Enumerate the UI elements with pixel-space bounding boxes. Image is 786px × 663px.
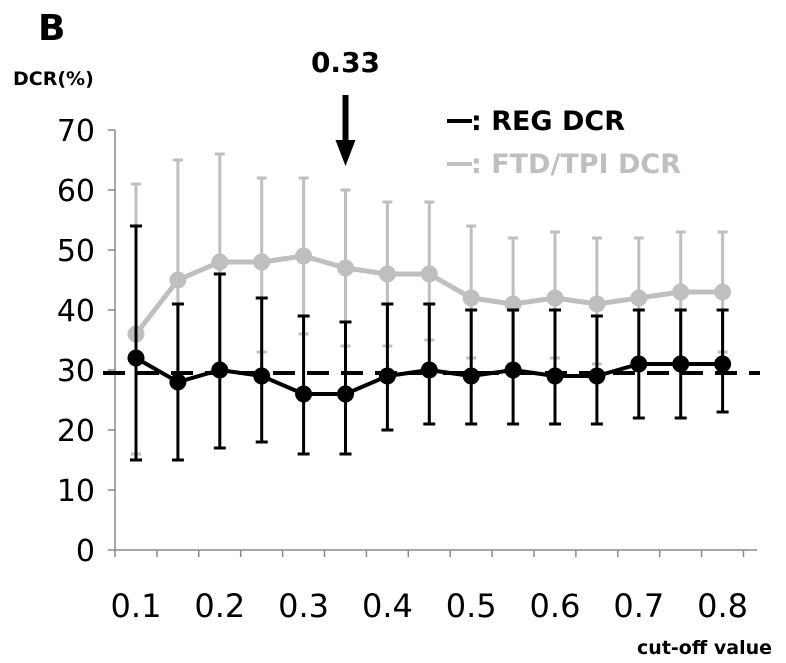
- reg-dcr-point: [127, 349, 145, 367]
- y-tick-label: 30: [57, 354, 95, 389]
- reg-dcr-point: [504, 361, 522, 379]
- ftd-dcr-point: [546, 289, 564, 307]
- y-tick-label: 40: [57, 294, 95, 329]
- reg-dcr-point: [672, 355, 690, 373]
- ftd-dcr-point: [337, 259, 354, 277]
- reg-dcr-point: [169, 373, 187, 391]
- annotation-arrow-head: [335, 140, 356, 166]
- ftd-dcr-point: [295, 247, 313, 265]
- y-tick-label: 10: [57, 474, 95, 509]
- reg-dcr-point: [211, 361, 229, 379]
- reg-dcr-point: [295, 385, 313, 403]
- x-axis-label: cut-off value: [637, 637, 772, 659]
- annotation-label: 0.33: [311, 46, 380, 79]
- y-tick-label: 0: [76, 534, 95, 569]
- legend-reg-dcr-label: : REG DCR: [471, 106, 625, 137]
- x-tick-label: 0.8: [697, 587, 748, 625]
- x-tick-label: 0.7: [613, 587, 664, 625]
- legend-ftd-dcr-label: : FTD/TPI DCR: [471, 149, 681, 180]
- ftd-dcr-point: [378, 265, 396, 283]
- x-tick-label: 0.6: [530, 587, 581, 625]
- x-tick-label: 0.5: [446, 587, 497, 625]
- reg-dcr-point: [420, 361, 438, 379]
- reg-dcr-point: [588, 367, 606, 385]
- x-tick-label: 0.4: [362, 587, 413, 625]
- y-tick-label: 20: [57, 414, 95, 449]
- reg-dcr-point: [337, 385, 354, 403]
- ftd-dcr-point: [672, 283, 690, 301]
- y-tick-label: 50: [57, 234, 95, 269]
- y-tick-label: 70: [57, 114, 95, 149]
- ftd-dcr-point: [588, 295, 606, 313]
- y-axis-label: DCR(%): [13, 68, 94, 90]
- ftd-dcr-point: [462, 289, 480, 307]
- reg-dcr-point: [630, 355, 648, 373]
- ftd-dcr-point: [211, 253, 229, 271]
- x-tick-label: 0.3: [278, 587, 329, 625]
- x-tick-label: 0.1: [111, 587, 162, 625]
- panel-label: B: [38, 8, 65, 49]
- reg-dcr-point: [714, 355, 732, 373]
- plot-area: 0 10 20 30 40 50 60 70 0.1 0.2 0.3 0.4 0.5 0.6 0.7 0.8 0…: [57, 46, 760, 625]
- ftd-dcr-point: [420, 265, 438, 283]
- reg-dcr-point: [253, 367, 271, 385]
- y-tick-label: 60: [57, 174, 95, 209]
- ftd-dcr-point: [630, 289, 648, 307]
- x-tick-label: 0.2: [194, 587, 245, 625]
- reg-dcr-point: [378, 367, 396, 385]
- ftd-dcr-point: [714, 283, 732, 301]
- ftd-dcr-point: [504, 295, 522, 313]
- ftd-dcr-point: [253, 253, 271, 271]
- reg-dcr-point: [546, 367, 564, 385]
- reg-dcr-point: [462, 367, 480, 385]
- ftd-dcr-point: [169, 271, 187, 289]
